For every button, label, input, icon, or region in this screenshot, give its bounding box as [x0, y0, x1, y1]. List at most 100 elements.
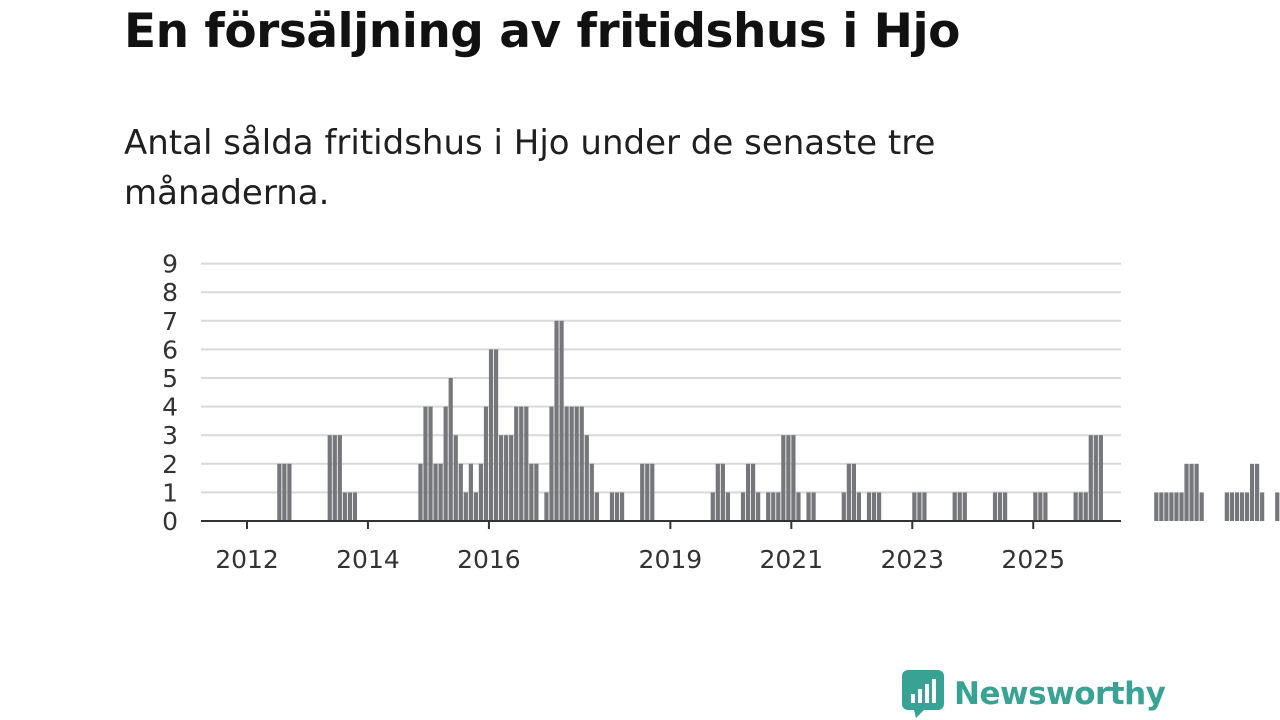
bar — [509, 435, 514, 521]
y-tick-label: 4 — [162, 393, 178, 422]
chart-title: En försäljning av fritidshus i Hjo — [124, 4, 960, 59]
bar — [952, 492, 957, 521]
bar — [1088, 435, 1093, 521]
y-tick-label: 1 — [162, 478, 178, 507]
bar — [1043, 492, 1048, 521]
bar — [1154, 492, 1159, 521]
bar — [448, 378, 453, 521]
bar — [564, 406, 569, 521]
bar — [337, 435, 342, 521]
bar — [534, 463, 539, 521]
newsworthy-logo-text: Newsworthy — [954, 676, 1166, 712]
bar — [866, 492, 872, 521]
bar — [524, 406, 529, 521]
bar — [1275, 492, 1280, 521]
x-tick-label: 2016 — [457, 545, 521, 574]
bar — [1260, 492, 1265, 521]
bar — [1249, 463, 1255, 521]
bar — [1038, 492, 1043, 521]
bar — [1083, 492, 1088, 521]
bar — [1164, 492, 1169, 521]
bar — [574, 406, 579, 521]
bar — [1174, 492, 1179, 521]
y-tick-label: 7 — [162, 307, 178, 336]
bar — [559, 320, 564, 521]
bar — [519, 406, 524, 521]
y-tick-label: 0 — [162, 507, 178, 536]
bar — [806, 492, 811, 521]
bar — [504, 435, 509, 521]
newsworthy-logo: Newsworthy — [902, 670, 1166, 718]
bar — [1239, 492, 1245, 521]
bar — [1229, 492, 1234, 521]
bar — [594, 492, 599, 521]
bar — [287, 463, 292, 521]
chart-subtitle: Antal sålda fritidshus i Hjo under de se… — [124, 123, 936, 213]
bar — [917, 492, 922, 521]
bar — [1033, 492, 1038, 521]
bar — [1224, 492, 1229, 521]
bar — [609, 492, 615, 521]
y-tick-label: 5 — [162, 364, 178, 393]
bar — [499, 435, 504, 521]
bar — [619, 492, 625, 521]
bar — [992, 492, 998, 521]
bar — [756, 492, 761, 521]
bar — [468, 463, 473, 521]
bar — [715, 463, 720, 521]
y-tick-label: 8 — [162, 278, 178, 307]
bar — [347, 492, 352, 521]
bar — [650, 463, 655, 521]
bar — [720, 463, 725, 521]
bar — [1159, 492, 1164, 521]
x-tick-label: 2012 — [215, 545, 279, 574]
y-tick-label: 2 — [162, 450, 178, 479]
newsworthy-logo-icon — [902, 670, 944, 718]
bar — [493, 349, 499, 521]
bar — [569, 406, 574, 521]
x-tick-label: 2019 — [639, 545, 703, 574]
bar — [1184, 463, 1189, 521]
bar — [473, 492, 478, 521]
bar — [433, 463, 438, 521]
bar — [549, 406, 554, 521]
bar — [856, 492, 862, 521]
bar — [766, 492, 771, 521]
bar — [851, 463, 856, 521]
bar — [751, 463, 756, 521]
bar — [478, 463, 484, 521]
bar — [463, 492, 468, 521]
y-tick-label: 3 — [162, 421, 178, 450]
bar — [1244, 492, 1250, 521]
y-tick-label: 6 — [162, 335, 178, 364]
bar — [544, 492, 549, 521]
bar — [871, 492, 877, 521]
bar — [877, 492, 882, 521]
x-tick-label: 2025 — [1001, 545, 1065, 574]
bar — [514, 406, 519, 521]
bar — [614, 492, 620, 521]
bar — [584, 435, 589, 521]
bar — [488, 349, 494, 521]
bar — [332, 435, 337, 521]
bar — [997, 492, 1003, 521]
bar — [1003, 492, 1008, 521]
bar — [640, 463, 645, 521]
bar — [645, 463, 650, 521]
bar — [1098, 435, 1103, 521]
bar — [1078, 492, 1083, 521]
bar — [771, 492, 776, 521]
bar — [1169, 492, 1174, 521]
bar — [423, 406, 428, 521]
bar — [352, 492, 358, 521]
bar — [342, 492, 347, 521]
bar — [428, 406, 433, 521]
bar — [1234, 492, 1240, 521]
bar — [846, 463, 851, 521]
bar — [1199, 492, 1204, 521]
bar — [725, 492, 730, 521]
bar — [922, 492, 927, 521]
bar — [453, 435, 458, 521]
x-tick-label: 2021 — [760, 545, 824, 574]
